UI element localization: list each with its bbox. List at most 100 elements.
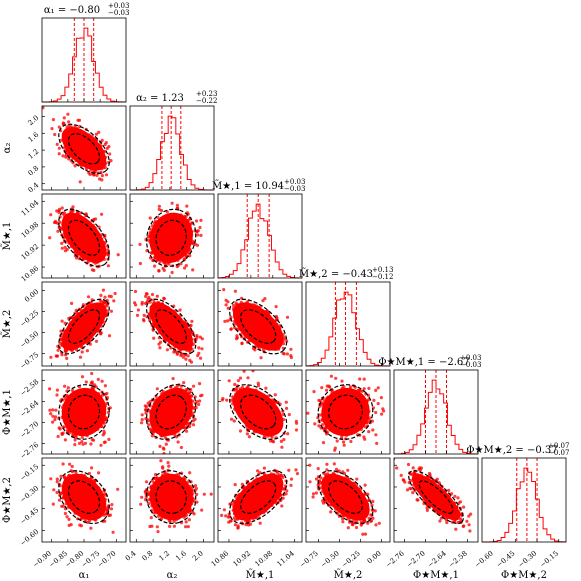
scatter-point bbox=[226, 300, 230, 304]
scatter-point bbox=[83, 441, 88, 445]
scatter-point bbox=[196, 233, 200, 237]
scatter-point bbox=[51, 414, 55, 418]
title-plus-3: +0.13 bbox=[372, 266, 393, 274]
title-plus-2: +0.03 bbox=[284, 178, 305, 186]
scatter-point bbox=[107, 437, 111, 441]
scatter-point bbox=[263, 297, 267, 301]
contour-3-2-1 bbox=[240, 309, 277, 344]
scatter-point bbox=[85, 349, 89, 353]
scatter-point bbox=[87, 171, 91, 175]
scatter-point bbox=[97, 130, 101, 134]
scatter-point bbox=[259, 356, 263, 360]
scatter-point bbox=[53, 132, 57, 137]
scatter-point bbox=[196, 229, 200, 233]
y-tick-label-1-2: 1.2 bbox=[27, 148, 41, 161]
scatter-point bbox=[95, 173, 99, 177]
scatter-point bbox=[61, 154, 65, 158]
scatter-point bbox=[226, 306, 230, 310]
scatter-point bbox=[57, 210, 61, 214]
scatter-point bbox=[165, 348, 169, 352]
contour-1-0-1 bbox=[67, 133, 101, 165]
scatter-point bbox=[159, 340, 163, 344]
scatter-point bbox=[186, 354, 190, 358]
scatter-point bbox=[66, 112, 70, 116]
scatter-point bbox=[90, 268, 94, 272]
panel-frame-3-3 bbox=[305, 281, 391, 367]
scatter-point bbox=[63, 384, 67, 388]
title-plus-0: +0.03 bbox=[108, 2, 129, 10]
scatter-point bbox=[157, 204, 161, 208]
scatter-point bbox=[104, 173, 109, 177]
density-core-3-1 bbox=[149, 302, 193, 351]
panel-3-2 bbox=[217, 281, 303, 367]
scatter-point bbox=[289, 355, 293, 360]
scatter-points-4-0 bbox=[48, 371, 112, 447]
scatter-point bbox=[148, 216, 152, 220]
y-tick-label-3-0: −0.75 bbox=[19, 351, 41, 371]
scatter-point bbox=[146, 297, 150, 301]
title-2: M̃★,1 = 10.94 bbox=[212, 180, 284, 192]
panel-3-3 bbox=[305, 281, 391, 367]
scatter-point bbox=[194, 219, 199, 223]
scatter-point bbox=[80, 435, 84, 439]
scatter-point bbox=[56, 434, 60, 439]
scatter-point bbox=[112, 299, 116, 303]
scatter-point bbox=[84, 380, 88, 384]
panel-frame-3-2 bbox=[217, 281, 303, 367]
scatter-point bbox=[113, 291, 117, 296]
scatter-points-3-0 bbox=[49, 288, 117, 360]
scatter-point bbox=[107, 334, 112, 338]
histogram-3 bbox=[305, 291, 391, 367]
scatter-point bbox=[103, 440, 107, 444]
y-tick-label-1-0: 0.4 bbox=[27, 181, 41, 195]
scatter-point bbox=[240, 341, 244, 345]
scatter-point bbox=[189, 323, 193, 327]
contour-2-0-1 bbox=[67, 219, 101, 256]
scatter-point bbox=[261, 299, 265, 303]
scatter-point bbox=[285, 339, 289, 343]
y-tick-label-1-4: 2.0 bbox=[27, 114, 41, 127]
contour-2-1-2 bbox=[145, 208, 197, 267]
scatter-point bbox=[60, 319, 64, 323]
scatter-point bbox=[157, 207, 161, 211]
density-core-3-2 bbox=[232, 302, 284, 351]
panel-2-2 bbox=[217, 193, 303, 279]
scatter-point bbox=[152, 336, 156, 340]
scatter-point bbox=[145, 292, 149, 296]
scatter-point bbox=[102, 301, 106, 305]
scatter-point bbox=[100, 174, 104, 178]
scatter-point bbox=[105, 146, 109, 150]
scatter-point bbox=[98, 177, 102, 181]
scatter-point bbox=[116, 253, 120, 257]
scatter-point bbox=[71, 388, 75, 393]
histogram-1 bbox=[129, 115, 215, 191]
title-minus-0: −0.03 bbox=[108, 9, 129, 17]
scatter-point bbox=[51, 420, 55, 424]
y-tick-label-3-1: −0.50 bbox=[19, 330, 41, 350]
scatter-point bbox=[229, 327, 233, 331]
scatter-point bbox=[150, 292, 155, 297]
scatter-point bbox=[84, 212, 88, 216]
scatter-point bbox=[55, 393, 59, 397]
scatter-point bbox=[109, 309, 113, 313]
scatter-point bbox=[109, 294, 113, 299]
scatter-point bbox=[146, 238, 151, 242]
scatter-point bbox=[60, 246, 64, 250]
scatter-point bbox=[100, 212, 104, 216]
scatter-point bbox=[103, 295, 107, 299]
panel-frame-2-1 bbox=[129, 193, 215, 279]
scatter-point bbox=[60, 241, 64, 245]
y-tick-label-2-0: 10.86 bbox=[20, 264, 41, 283]
panel-2-1 bbox=[129, 193, 215, 279]
scatter-point bbox=[246, 300, 250, 304]
scatter-point bbox=[142, 319, 146, 323]
scatter-point bbox=[285, 352, 289, 356]
panel-3-0 bbox=[41, 281, 127, 367]
panel-4-0 bbox=[41, 369, 127, 455]
contour-3-0-2 bbox=[58, 298, 110, 355]
scatter-point bbox=[106, 264, 110, 268]
panel-3-1 bbox=[129, 281, 215, 367]
scatter-point bbox=[148, 318, 152, 322]
scatter-point bbox=[81, 442, 85, 446]
scatter-point bbox=[138, 261, 142, 266]
